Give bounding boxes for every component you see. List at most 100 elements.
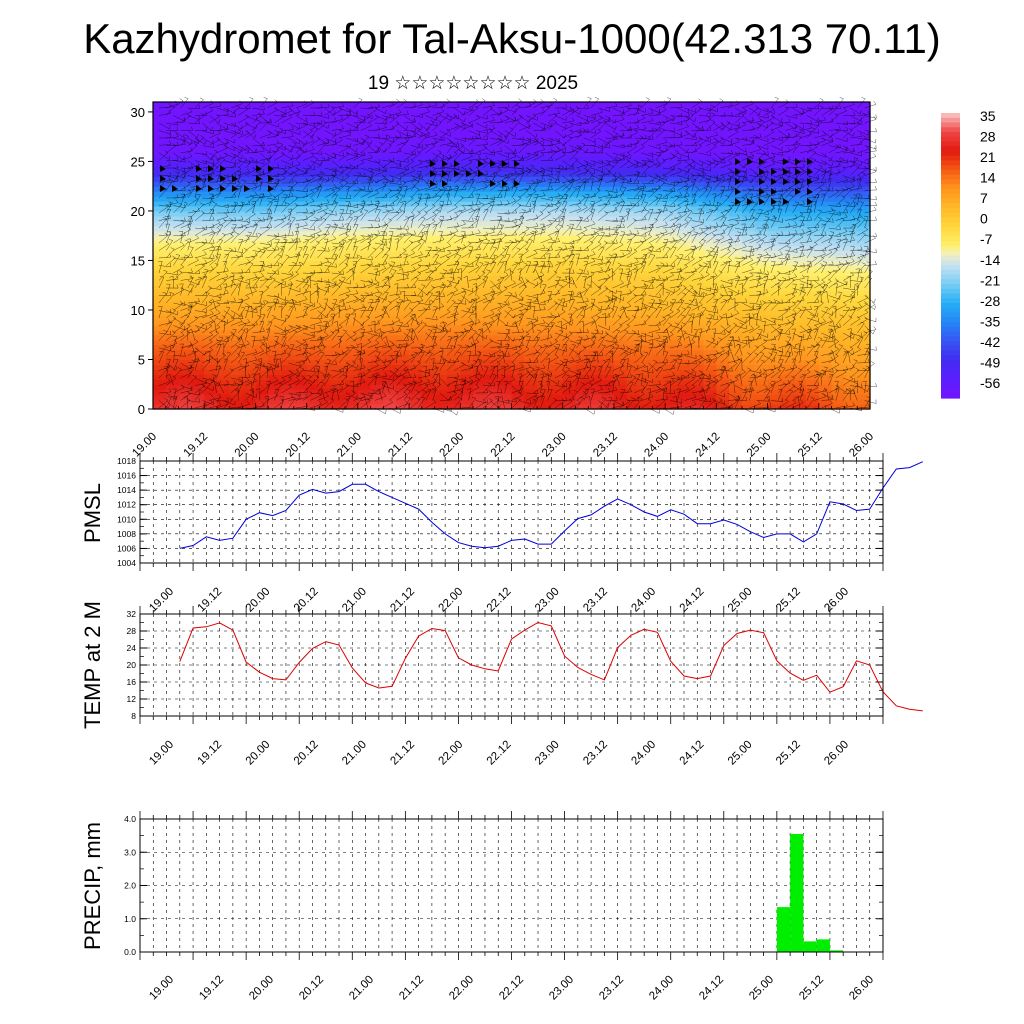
heat-cell xyxy=(639,235,653,242)
wind-flag xyxy=(795,188,801,195)
heat-cell xyxy=(178,245,193,252)
heat-cell xyxy=(690,146,705,153)
heat-cell xyxy=(409,131,423,138)
heat-cell xyxy=(383,235,397,242)
wind-flag xyxy=(160,175,166,182)
heat-cell xyxy=(818,186,833,192)
heat-cell xyxy=(549,255,564,262)
heat-cell xyxy=(639,384,653,390)
heat-cell xyxy=(639,196,653,202)
heat-cell xyxy=(639,314,653,321)
heat-cell xyxy=(575,141,589,148)
heat-cell xyxy=(626,260,641,266)
heat-cell xyxy=(293,201,308,207)
heat-cell xyxy=(716,255,730,262)
heat-cell xyxy=(741,369,756,375)
heat-cell xyxy=(601,191,615,197)
heat-cell xyxy=(332,141,346,148)
heat-cell xyxy=(255,270,269,276)
heat-cell xyxy=(626,235,641,242)
heat-cell xyxy=(524,324,538,331)
heat-cell xyxy=(537,324,551,331)
heat-cell xyxy=(549,319,564,326)
heat-cell xyxy=(729,250,743,257)
heat-cell xyxy=(690,339,705,346)
heat-cell xyxy=(716,240,730,247)
heat-cell xyxy=(165,141,180,148)
heat-cell xyxy=(537,364,551,370)
heat-cell xyxy=(178,329,193,336)
heat-cell xyxy=(498,339,513,346)
heat-cell xyxy=(665,364,679,370)
heat-cell xyxy=(255,374,269,380)
heat-cell xyxy=(370,131,385,138)
heat-cell xyxy=(703,146,717,153)
heat-cell xyxy=(383,106,397,113)
heat-cell xyxy=(178,285,193,291)
heat-cell xyxy=(383,339,397,346)
heat-cell xyxy=(524,379,538,385)
heat-cell xyxy=(562,305,577,311)
heat-cell xyxy=(332,161,346,167)
heat-cell xyxy=(293,141,308,148)
heat-cell xyxy=(549,196,564,202)
heat-cell xyxy=(178,250,193,257)
heat-cell xyxy=(549,285,564,291)
heat-cell xyxy=(268,374,282,380)
wind-flag xyxy=(735,178,741,185)
heat-cell xyxy=(677,324,692,331)
heat-cell xyxy=(421,116,436,123)
heat-cell xyxy=(652,374,666,380)
heat-cell xyxy=(293,364,308,370)
heat-cell xyxy=(319,314,333,321)
heat-cell xyxy=(562,329,577,336)
heat-cell xyxy=(191,270,205,276)
heat-cell xyxy=(357,181,372,187)
heat-cell xyxy=(281,374,295,380)
heat-cell xyxy=(601,126,615,133)
heat-cell xyxy=(626,111,641,118)
heat-cell xyxy=(652,280,666,286)
heat-cell xyxy=(293,126,308,133)
colorbar-cell xyxy=(941,388,960,394)
heat-cell xyxy=(281,205,295,212)
heat-cell xyxy=(357,126,372,133)
heat-cell xyxy=(383,314,397,321)
heat-cell xyxy=(332,245,346,252)
heat-cell xyxy=(741,176,756,182)
heat-cell xyxy=(153,384,167,390)
heat-cell xyxy=(703,121,717,128)
heat-cell xyxy=(703,171,717,177)
wind-flag xyxy=(220,165,226,172)
heat-cell xyxy=(652,102,666,108)
heat-cell xyxy=(716,245,730,252)
heat-cell xyxy=(652,319,666,326)
heat-cell xyxy=(421,260,436,266)
heat-cell xyxy=(601,250,615,257)
heat-cell xyxy=(370,379,385,385)
heat-cell xyxy=(844,394,858,400)
heat-cell xyxy=(345,102,359,108)
heat-cell xyxy=(780,290,794,296)
heat-cell xyxy=(793,220,807,227)
heat-cell xyxy=(601,319,615,326)
heat-cell xyxy=(831,374,845,380)
heat-cell xyxy=(613,324,628,331)
heat-cell xyxy=(741,280,756,286)
x-tick-label: 25.00 xyxy=(745,431,774,460)
heat-cell xyxy=(857,245,871,252)
heat-cell xyxy=(601,131,615,138)
heat-cell xyxy=(524,102,538,108)
heat-cell xyxy=(831,399,845,405)
heat-cell xyxy=(652,225,666,232)
heat-cell xyxy=(396,384,410,390)
heat-cell xyxy=(601,171,615,177)
heat-cell xyxy=(844,404,858,410)
heat-cell xyxy=(549,354,564,361)
heat-cell xyxy=(562,295,577,301)
heat-cell xyxy=(677,235,692,242)
heat-cell xyxy=(575,126,589,133)
colorbar-label: 0 xyxy=(980,211,988,227)
heat-cell xyxy=(793,121,807,128)
heat-cell xyxy=(229,201,244,207)
